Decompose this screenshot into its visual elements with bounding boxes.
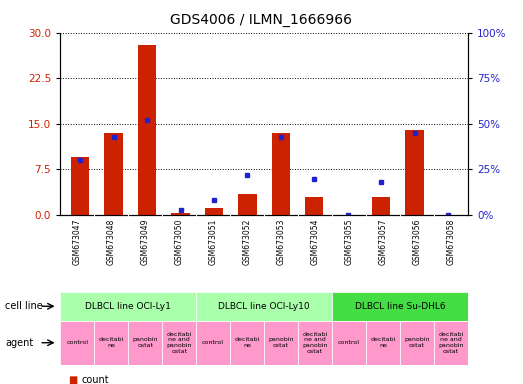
Bar [264, 321, 298, 365]
Bar [172, 213, 190, 215]
Bar [271, 133, 290, 215]
Text: panobin
ostat: panobin ostat [268, 337, 294, 348]
Text: panobin
ostat: panobin ostat [404, 337, 430, 348]
Text: GSM673051: GSM673051 [209, 219, 218, 265]
Text: panobin
ostat: panobin ostat [132, 337, 158, 348]
Text: cell line: cell line [5, 301, 43, 311]
Bar [405, 130, 424, 215]
Text: GSM673047: GSM673047 [73, 219, 82, 265]
Text: control: control [202, 340, 224, 345]
Bar [128, 321, 162, 365]
Text: GSM673052: GSM673052 [243, 219, 252, 265]
Text: decitabi
ne: decitabi ne [370, 337, 396, 348]
Bar [105, 133, 123, 215]
Text: GSM673056: GSM673056 [413, 219, 422, 265]
Text: control: control [338, 340, 360, 345]
Bar [60, 321, 94, 365]
Text: DLBCL line Su-DHL6: DLBCL line Su-DHL6 [355, 302, 446, 311]
Text: decitabi
ne and
panobin
ostat: decitabi ne and panobin ostat [438, 331, 464, 354]
Text: DLBCL line OCI-Ly10: DLBCL line OCI-Ly10 [218, 302, 310, 311]
Text: GSM673055: GSM673055 [345, 219, 354, 265]
Bar [196, 292, 332, 321]
Text: GSM673058: GSM673058 [447, 219, 456, 265]
Text: decitabi
ne and
panobin
ostat: decitabi ne and panobin ostat [166, 331, 192, 354]
Bar [230, 321, 264, 365]
Text: GSM673054: GSM673054 [311, 219, 320, 265]
Text: GSM673057: GSM673057 [379, 219, 388, 265]
Text: decitabi
ne and
panobin
ostat: decitabi ne and panobin ostat [302, 331, 328, 354]
Text: agent: agent [5, 338, 33, 348]
Text: GDS4006 / ILMN_1666966: GDS4006 / ILMN_1666966 [170, 13, 353, 27]
Bar [298, 321, 332, 365]
Text: ■: ■ [68, 375, 77, 384]
Bar [205, 208, 223, 215]
Bar [332, 292, 468, 321]
Bar [138, 45, 156, 215]
Text: GSM673049: GSM673049 [141, 219, 150, 265]
Bar [305, 197, 323, 215]
Bar [94, 321, 128, 365]
Bar [60, 292, 196, 321]
Bar [238, 194, 257, 215]
Text: GSM673048: GSM673048 [107, 219, 116, 265]
Bar [434, 321, 468, 365]
Bar [372, 197, 390, 215]
Bar [162, 321, 196, 365]
Text: DLBCL line OCI-Ly1: DLBCL line OCI-Ly1 [85, 302, 171, 311]
Text: count: count [81, 375, 109, 384]
Text: GSM673050: GSM673050 [175, 219, 184, 265]
Bar [196, 321, 230, 365]
Text: GSM673053: GSM673053 [277, 219, 286, 265]
Bar [366, 321, 400, 365]
Text: decitabi
ne: decitabi ne [234, 337, 260, 348]
Text: control: control [66, 340, 88, 345]
Bar [71, 157, 89, 215]
Bar [400, 321, 434, 365]
Text: decitabi
ne: decitabi ne [98, 337, 124, 348]
Bar [332, 321, 366, 365]
